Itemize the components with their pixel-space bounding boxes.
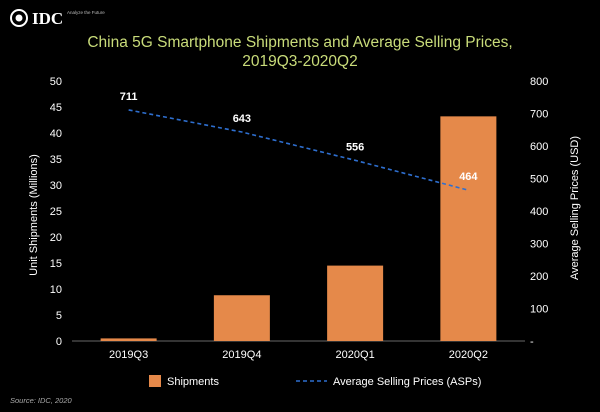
y-tick-label: 45 [50,102,62,114]
y2-tick-label: 200 [530,271,548,283]
y2-tick-label: 400 [530,206,548,218]
logo-dot-icon [15,14,23,22]
y-tick-label: 40 [50,128,62,140]
y2-tick-label: 700 [530,109,548,121]
asp-label: 556 [346,141,364,153]
y-axis-ticks: 0 5 10 15 20 25 30 35 40 45 50 [50,76,62,348]
y2-tick-label: 300 [530,239,548,251]
y-axis-label: Unit Shipments (Millions) [28,154,40,276]
logo-text: IDC [32,9,63,28]
x-tick-label: 2019Q4 [222,349,261,361]
x-axis-ticks: 2019Q3 2019Q4 2020Q1 2020Q2 [109,349,488,361]
shipments-bars [100,116,497,341]
x-tick-label: 2020Q1 [336,349,375,361]
legend-shipments-label: Shipments [167,376,219,388]
y2-axis-label: Average Selling Prices (USD) [569,136,581,280]
shipments-bar-2019q3 [100,338,157,341]
y2-tick-label: 600 [530,141,548,153]
logo-ring-icon [10,9,28,27]
y2-tick-label: 800 [530,76,548,88]
asp-label: 464 [459,171,478,183]
legend-shipments-swatch [149,375,161,387]
y-tick-label: 30 [50,180,62,192]
y-tick-label: 10 [50,284,62,296]
y-tick-label: 25 [50,206,62,218]
y-tick-label: 50 [50,76,62,88]
legend-asp-label: Average Selling Prices (ASPs) [333,376,481,388]
asp-data-labels: 711 643 556 464 [120,91,479,183]
x-tick-label: 2019Q3 [109,349,148,361]
y-tick-label: 15 [50,258,62,270]
source-note: Source: IDC, 2020 [10,396,73,405]
shipments-bar-2019q4 [213,295,270,341]
y2-tick-label: 100 [530,304,548,316]
y-tick-label: 20 [50,232,62,244]
asp-label: 711 [120,91,138,103]
y-tick-label: 5 [56,310,62,322]
y2-tick-label: - [530,336,534,348]
shipments-bar-2020q2 [440,116,497,341]
x-tick-label: 2020Q2 [449,349,488,361]
logo-tagline: Analyze the Future [67,10,105,15]
y-tick-label: 0 [56,336,62,348]
chart-title-line2: 2019Q3-2020Q2 [242,53,357,70]
legend: Shipments Average Selling Prices (ASPs) [149,375,481,388]
shipments-bar-2020q1 [327,265,384,341]
y-tick-label: 35 [50,154,62,166]
y2-axis-ticks: - 100 200 300 400 500 600 700 800 [530,76,548,348]
y2-tick-label: 500 [530,174,548,186]
idc-logo: IDC Analyze the Future [10,9,105,28]
chart-title: China 5G Smartphone Shipments and Averag… [87,34,512,51]
asp-line [128,109,469,191]
asp-label: 643 [233,113,251,125]
